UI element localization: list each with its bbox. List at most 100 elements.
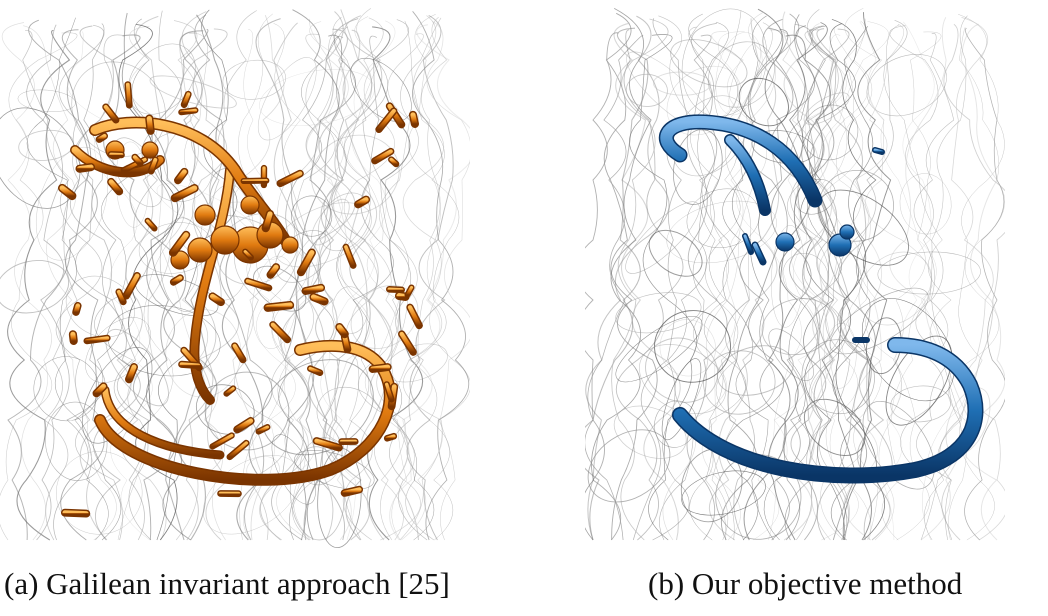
streamline — [173, 20, 225, 541]
vortex-core-tube — [344, 245, 356, 268]
panel-galilean — [0, 0, 470, 560]
streamline-loop — [332, 286, 368, 334]
vortex-core-tube — [179, 362, 201, 368]
streamline — [857, 12, 892, 541]
streamline — [374, 33, 424, 541]
vortex-blob — [194, 204, 216, 226]
streamline — [629, 34, 698, 541]
streamline — [701, 31, 753, 541]
streamline — [26, 17, 122, 541]
streamline-loop — [0, 107, 81, 209]
streamline-loop — [311, 198, 350, 246]
streamline-loop — [318, 192, 371, 252]
streamline — [255, 18, 328, 541]
streamline — [404, 20, 460, 541]
streamline — [743, 13, 827, 541]
streamline-loop — [803, 398, 866, 456]
vortex-core-tube — [303, 285, 324, 294]
streamline — [743, 34, 831, 541]
streamline — [844, 8, 932, 541]
streamline — [659, 13, 738, 541]
streamline — [808, 25, 868, 541]
streamline — [26, 24, 70, 541]
vortex-core-tube — [172, 185, 198, 201]
streamline-loop — [738, 77, 789, 127]
vortex-core-tube — [224, 386, 235, 396]
streamline-loop — [291, 195, 333, 237]
streamline — [794, 23, 893, 541]
streamline — [883, 24, 962, 541]
streamline — [232, 15, 285, 541]
streamline — [795, 25, 876, 541]
streamline — [632, 18, 690, 541]
streamline — [951, 17, 1005, 541]
vortex-core-tubes-b — [659, 114, 984, 484]
streamline-loop — [782, 252, 829, 300]
streamline — [270, 27, 345, 541]
streamline-loop — [666, 200, 777, 264]
streamline-loop — [615, 292, 702, 334]
streamline — [399, 17, 448, 541]
streamline — [782, 11, 835, 541]
vortex-core-tube — [146, 219, 157, 231]
streamline-loop — [803, 92, 850, 125]
vortex-core-tube — [314, 438, 342, 450]
vortex-core-tube — [126, 364, 137, 382]
streamline — [276, 21, 346, 541]
streamline — [611, 18, 669, 541]
vortex-core-tube — [108, 179, 122, 194]
vortex-blob — [839, 224, 855, 240]
vortex-core-tube — [70, 331, 77, 344]
streamline — [762, 18, 834, 541]
streamline-loop — [673, 129, 723, 205]
streamline — [585, 15, 670, 541]
streamline — [344, 29, 420, 541]
streamline — [343, 8, 406, 541]
vortex-core-tube — [179, 108, 197, 114]
streamline — [585, 32, 622, 541]
streamline — [831, 26, 874, 541]
streamline-loop — [645, 337, 719, 403]
streamline-loop — [659, 319, 716, 377]
vortex-core-tube — [245, 279, 271, 290]
vortex-visualization-a — [0, 8, 470, 549]
vortex-core-tube — [267, 264, 279, 278]
streamline-loop — [858, 251, 933, 326]
streamline — [156, 9, 238, 541]
vortex-blob — [240, 195, 260, 215]
streamline — [333, 17, 384, 541]
vortex-core-tube — [73, 303, 81, 315]
streamline — [22, 29, 123, 541]
streamline-loop — [35, 146, 109, 261]
streamline — [259, 33, 324, 541]
vortex-core-tube — [372, 149, 393, 163]
vortex-core-tube — [132, 155, 143, 165]
vortex-core-tube — [228, 441, 248, 459]
vortex-blob — [775, 232, 795, 252]
vortex-core-tube — [95, 341, 395, 485]
streamline — [74, 18, 153, 541]
streamline — [769, 29, 839, 541]
streamline — [652, 21, 729, 541]
streamline — [792, 21, 889, 541]
streamline-loop — [890, 385, 952, 423]
streamline-loop — [862, 400, 935, 490]
streamline-loop — [350, 58, 412, 122]
streamline — [613, 22, 681, 541]
streamline — [44, 34, 125, 541]
streamline — [819, 23, 905, 541]
streamline — [401, 21, 470, 541]
streamline — [763, 25, 842, 541]
vortex-core-tube — [97, 133, 107, 142]
vortex-core-tube — [123, 273, 140, 299]
streamline — [344, 16, 407, 541]
streamline — [318, 18, 371, 541]
streamline — [301, 26, 435, 541]
vortex-core-tube — [376, 108, 396, 132]
streamline-loop — [587, 429, 671, 503]
vortex-visualization-b — [585, 8, 1005, 541]
vortex-core-tube — [873, 148, 884, 154]
vortex-core-tube — [171, 275, 183, 285]
streamline-loop — [866, 54, 947, 117]
streamline — [859, 21, 967, 541]
